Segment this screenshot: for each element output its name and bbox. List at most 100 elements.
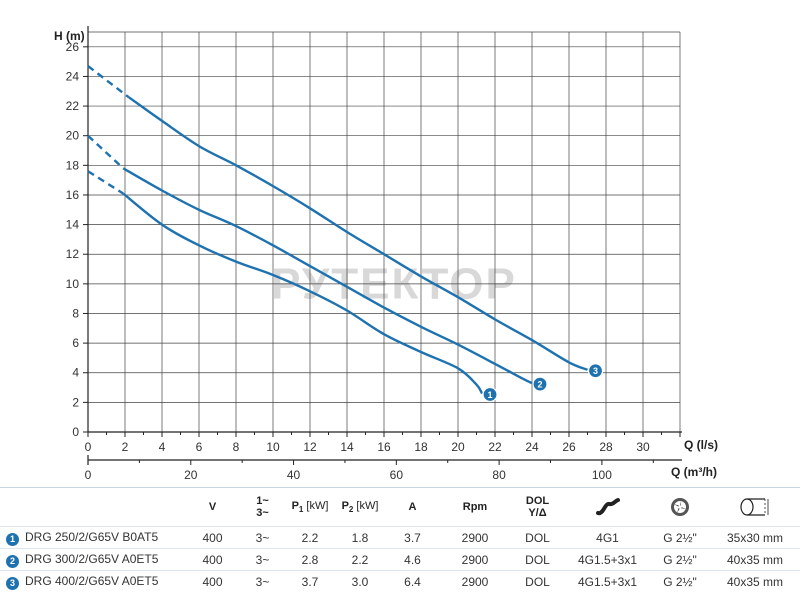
- spec-table: V 1~ 3~ P1 [kW] P2 [kW] A Rpm DOL Y/Δ 1 DRG…: [0, 487, 800, 592]
- y-tick-label: 20: [66, 129, 80, 143]
- pipe-dimension-icon: [710, 488, 800, 527]
- phase-cell: 3~: [240, 526, 285, 549]
- y-tick-label: 12: [66, 247, 80, 261]
- y-tick-label: 14: [66, 218, 80, 232]
- series-2-badge: [532, 376, 548, 392]
- cable-cell: 4G1.5+3x1: [565, 570, 650, 592]
- y-tick-label: 26: [66, 40, 80, 54]
- x-tick-label: 4: [159, 440, 166, 454]
- p2-cell: 3.0: [335, 570, 385, 592]
- y-tick-label: 18: [66, 158, 80, 172]
- table-row: 2 DRG 300/2/G65V A0ET5 400 3~ 2.8 2.2 4.6…: [0, 548, 800, 571]
- start-cell: DOL: [510, 526, 565, 549]
- x2-tick-label: 80: [492, 468, 506, 482]
- y-tick-label: 16: [66, 188, 80, 202]
- header-current: A: [408, 501, 417, 513]
- series-3-extrapolated-line: [87, 65, 130, 99]
- header-start: DOL Y/Δ: [525, 495, 550, 519]
- y-tick-label: 22: [66, 99, 80, 113]
- current-cell: 4.6: [385, 548, 440, 571]
- voltage-cell: 400: [185, 548, 240, 571]
- y-tick-label: 8: [72, 306, 79, 320]
- cable-cell: 4G1.5+3x1: [565, 548, 650, 571]
- series-3-badge: [587, 363, 604, 379]
- series-1-extrapolated-line: [87, 170, 124, 195]
- y-tick-label: 6: [72, 336, 79, 350]
- cable-cell: 4G1: [565, 526, 650, 549]
- size-cell: 35x30 mm: [710, 526, 800, 549]
- x2-tick-label: 100: [592, 468, 612, 482]
- x-axis-title: Q (l/s): [684, 438, 718, 452]
- model-cell: 2 DRG 300/2/G65V A0ET5: [0, 548, 185, 571]
- model-cell: 1 DRG 250/2/G65V B0AT5: [0, 526, 185, 549]
- table-header-row: V 1~ 3~ P1 [kW] P2 [kW] A Rpm DOL Y/Δ: [0, 487, 800, 527]
- phase-cell: 3~: [240, 570, 285, 592]
- voltage-cell: 400: [185, 526, 240, 549]
- series-3: 3: [87, 65, 604, 379]
- x2-tick-label: 0: [85, 468, 92, 482]
- current-cell: 6.4: [385, 570, 440, 592]
- rpm-cell: 2900: [440, 548, 510, 571]
- y-tick-label: 24: [66, 69, 80, 83]
- series-3-badge-label: 3: [593, 366, 598, 376]
- series-1-badge: [482, 386, 498, 403]
- start-cell: DOL: [510, 570, 565, 592]
- phase-cell: 3~: [240, 548, 285, 571]
- size-cell: 40x35 mm: [710, 548, 800, 571]
- curve-number-badge: 3: [6, 576, 19, 590]
- outlet-cell: G 2½": [650, 570, 710, 592]
- header-p1: P1 [kW]: [291, 499, 329, 515]
- x-tick-label: 18: [414, 440, 428, 454]
- curve-number-badge: 2: [6, 554, 19, 568]
- header-model: [0, 488, 185, 527]
- header-p2: P2 [kW]: [341, 499, 379, 515]
- p2-cell: 2.2: [335, 548, 385, 571]
- series-1: 1: [87, 170, 498, 403]
- p1-cell: 2.2: [285, 526, 335, 549]
- series-2-line: [122, 167, 533, 385]
- start-cell: DOL: [510, 548, 565, 571]
- p1-cell: 2.8: [285, 548, 335, 571]
- p1-cell: 3.7: [285, 570, 335, 592]
- x-tick-label: 26: [562, 440, 576, 454]
- x-tick-label: 24: [525, 440, 539, 454]
- x-tick-label: 28: [599, 440, 613, 454]
- x-tick-label: 12: [303, 440, 317, 454]
- x-tick-label: 10: [266, 440, 280, 454]
- x2-tick-label: 60: [390, 468, 404, 482]
- x-tick-label: 2: [122, 440, 129, 454]
- x-tick-label: 0: [85, 440, 92, 454]
- x-tick-label: 8: [233, 440, 240, 454]
- model-cell: 3 DRG 400/2/G65V A0ET5: [0, 570, 185, 592]
- header-rpm: Rpm: [462, 501, 488, 513]
- outlet-cell: G 2½": [650, 526, 710, 549]
- y-axis-title: H (m): [54, 29, 85, 43]
- x-tick-label: 20: [451, 440, 465, 454]
- series-2: 2: [87, 134, 548, 392]
- y-tick-label: 0: [72, 425, 79, 439]
- series-1-line: [122, 192, 484, 395]
- x2-tick-label: 40: [287, 468, 301, 482]
- series-layer: 1 2 3: [87, 65, 604, 403]
- series-2-badge-label: 2: [537, 379, 542, 389]
- grid: [87, 31, 681, 433]
- y-tick-label: 10: [66, 277, 80, 291]
- rpm-cell: 2900: [440, 570, 510, 592]
- p2-cell: 1.8: [335, 526, 385, 549]
- impeller-icon: [650, 488, 710, 527]
- x-tick-label: 16: [377, 440, 391, 454]
- y-tick-label: 2: [72, 395, 79, 409]
- x-tick-label: 6: [196, 440, 203, 454]
- table-row: 1 DRG 250/2/G65V B0AT5 400 3~ 2.2 1.8 3.7…: [0, 526, 800, 549]
- x-tick-label: 14: [340, 440, 354, 454]
- header-phase: 1~ 3~: [256, 495, 269, 519]
- series-1-badge-label: 1: [488, 390, 493, 400]
- curve-number-badge: 1: [6, 532, 19, 546]
- header-voltage: V: [208, 501, 217, 513]
- x-tick-label: 30: [636, 440, 650, 454]
- outlet-cell: G 2½": [650, 548, 710, 571]
- rpm-cell: 2900: [440, 526, 510, 549]
- x2-tick-label: 20: [184, 468, 198, 482]
